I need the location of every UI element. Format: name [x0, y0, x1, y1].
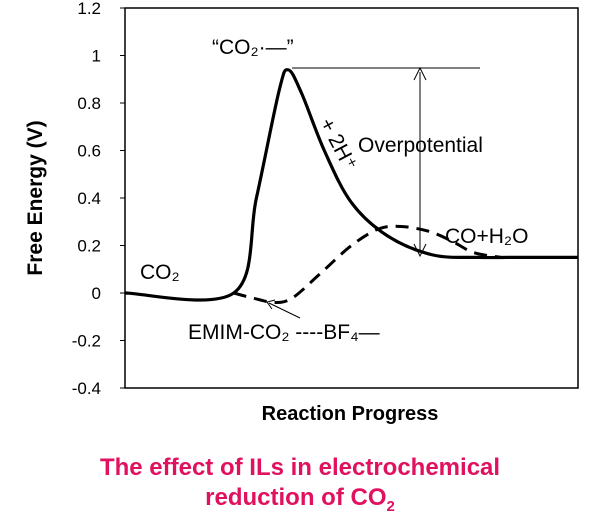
series-line-dashed	[233, 224, 502, 305]
emim-pointer-line	[268, 302, 301, 319]
y-tick-label: -0.4	[72, 379, 101, 398]
y-tick-label: 1.2	[77, 0, 101, 18]
label-emim: EMIM-CO₂ ----BF₄—	[188, 321, 380, 344]
y-axis-ticks: 1.2 1 0.8 0.6 0.4 0.2 0 -0.2 -0.4	[72, 0, 125, 398]
y-tick-label: 0.4	[77, 189, 101, 208]
x-axis-label: Reaction Progress	[262, 403, 439, 425]
label-product: CO+H₂O	[445, 225, 528, 248]
emim-pointer-head	[266, 299, 276, 310]
caption-subscript: 2	[386, 497, 395, 515]
label-co2-reactant: CO₂	[140, 261, 180, 284]
caption-line-1: The effect of ILs in electrochemical	[99, 454, 501, 481]
y-tick-label: 0.2	[77, 237, 101, 256]
label-co2-radical: “CO₂·—”	[212, 36, 294, 59]
caption-line-2: reduction of CO2	[0, 483, 600, 522]
y-tick-label: 1	[92, 47, 101, 66]
y-tick-label: 0	[92, 284, 101, 303]
y-tick-label: 0.6	[77, 142, 101, 161]
overpotential-arrowhead-up	[413, 66, 427, 81]
y-tick-label: 0.8	[77, 94, 101, 113]
overpotential-arrowhead-down	[413, 243, 427, 258]
series-line-solid	[124, 68, 578, 302]
caption-line-2-text: reduction of CO	[205, 484, 387, 511]
y-axis-label: Free Energy (V)	[24, 120, 47, 275]
chart: 1.2 1 0.8 0.6 0.4 0.2 0 -0.2 -0.4 Free Energy (V…	[24, 0, 579, 425]
y-tick-label: -0.2	[72, 332, 101, 351]
label-overpotential: Overpotential	[358, 134, 483, 157]
